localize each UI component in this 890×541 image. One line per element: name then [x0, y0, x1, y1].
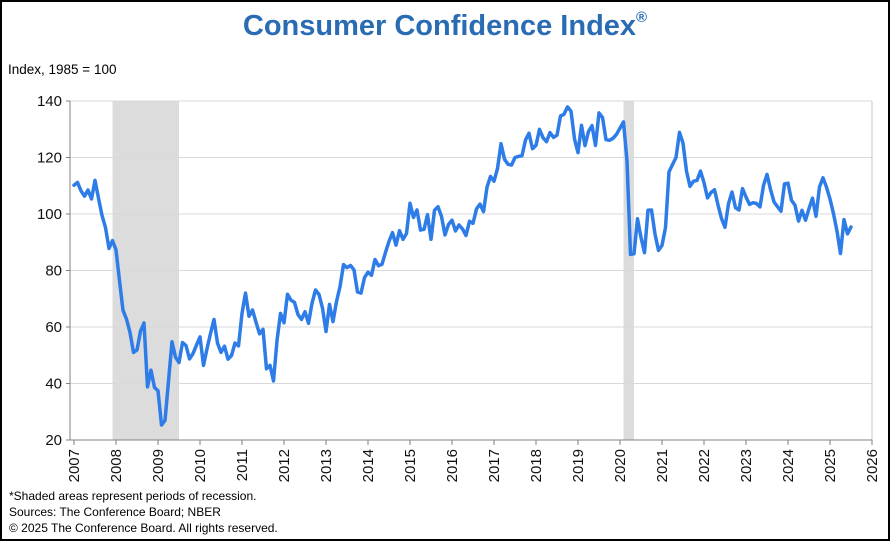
x-tick-label: 2012: [276, 449, 293, 482]
x-tick-label: 2011: [234, 449, 251, 481]
x-tick-label: 2009: [150, 449, 167, 482]
y-tick-label: 100: [37, 206, 62, 223]
x-tick-label: 2021: [654, 449, 671, 482]
x-tick-label: 2024: [780, 449, 797, 482]
x-tick-label: 2016: [444, 449, 461, 482]
y-tick-label: 120: [37, 150, 62, 167]
x-tick-label: 2019: [570, 449, 587, 482]
y-tick-label: 60: [45, 319, 62, 336]
x-tick-label: 2017: [486, 449, 503, 482]
footnote-copyright: © 2025 The Conference Board. All rights …: [9, 521, 278, 535]
chart-title: Consumer Confidence Index®: [2, 9, 888, 43]
chart-title-text: Consumer Confidence Index: [242, 10, 637, 42]
x-tick-label: 2023: [738, 449, 755, 482]
y-axis-unit-label: Index, 1985 = 100: [8, 62, 117, 77]
footnote-sources: Sources: The Conference Board; NBER: [9, 505, 221, 519]
registered-trademark: ®: [636, 9, 648, 27]
y-tick-label: 140: [37, 93, 62, 110]
x-tick-label: 2015: [402, 449, 419, 482]
x-tick-label: 2020: [612, 449, 629, 482]
x-tick-label: 2010: [192, 449, 209, 482]
x-tick-label: 2008: [108, 449, 125, 482]
x-tick-label: 2026: [864, 449, 881, 482]
x-tick-label: 2018: [528, 449, 545, 482]
footnote-recession: *Shaded areas represent periods of reces…: [9, 489, 257, 503]
footnotes: *Shaded areas represent periods of reces…: [9, 488, 278, 536]
x-tick-label: 2025: [822, 449, 839, 482]
y-tick-label: 80: [45, 263, 62, 280]
x-tick-label: 2014: [360, 449, 377, 482]
y-tick-label: 40: [45, 376, 62, 393]
x-tick-label: 2022: [696, 449, 713, 482]
x-tick-label: 2013: [318, 449, 335, 482]
x-tick-label: 2007: [66, 449, 83, 482]
y-tick-label: 20: [45, 432, 62, 449]
cci-line-series: [72, 105, 853, 427]
